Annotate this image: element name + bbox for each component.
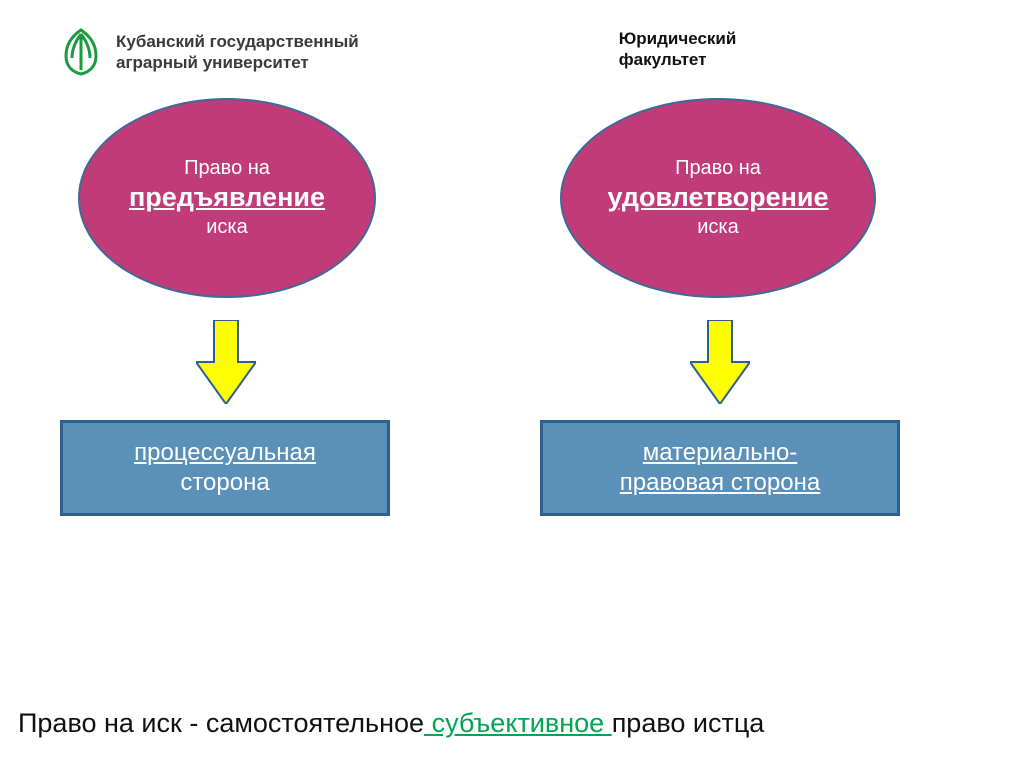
university-logo-icon [60,28,102,76]
ellipse-right-line1: Право на [675,156,761,181]
org-line1: Кубанский государственный [116,31,359,52]
slide-header: Кубанский государственный аграрный униве… [0,0,1024,84]
faculty-line1: Юридический [619,28,737,49]
arrow-down-left-icon [196,320,256,404]
rect-left-line2: сторона [180,468,269,498]
ellipse-right-line3: иска [697,215,738,240]
ellipse-right-line2: удовлетворение [607,181,828,215]
arrow-down-right-icon [690,320,750,404]
ellipse-left-line1: Право на [184,156,270,181]
summary-highlight: субъективное [424,708,612,738]
organization-name: Кубанский государственный аграрный униве… [116,31,359,74]
summary-suffix: право истца [612,708,765,738]
faculty-line2: факультет [619,49,737,70]
ellipse-left-line3: иска [206,215,247,240]
box-material-legal-side: материально- правовая сторона [540,420,900,516]
ellipse-left-line2: предъявление [129,181,325,215]
summary-prefix: Право на иск - самостоятельное [18,708,424,738]
diagram-area: Право на предъявление иска Право на удов… [0,84,1024,644]
rect-right-line1: материально- [643,438,798,468]
org-line2: аграрный университет [116,52,359,73]
organization-block: Кубанский государственный аграрный униве… [60,28,359,76]
box-procedural-side: процессуальная сторона [60,420,390,516]
summary-statement: Право на иск - самостоятельное субъектив… [18,708,764,739]
ellipse-claim-satisfaction: Право на удовлетворение иска [560,98,876,298]
ellipse-claim-filing: Право на предъявление иска [78,98,376,298]
rect-right-line2: правовая сторона [620,468,820,498]
rect-left-line1: процессуальная [134,438,316,468]
faculty-name: Юридический факультет [619,28,737,71]
